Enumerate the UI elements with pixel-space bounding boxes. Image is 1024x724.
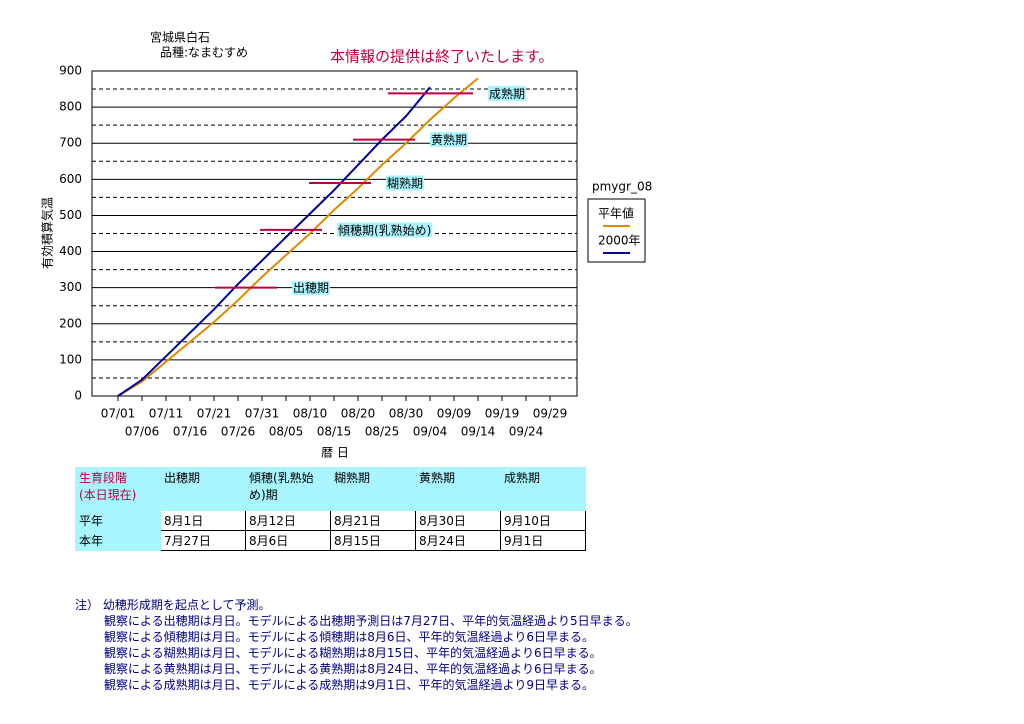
note-line: 観察による出穂期は月日。モデルによる出穂期予測日は7月27日、平年的気温経過より… bbox=[104, 614, 638, 628]
cell-text: 8月30日 bbox=[419, 514, 466, 528]
table-cell: 8月21日 bbox=[330, 510, 416, 531]
x-tick-label: 07/06 bbox=[125, 425, 160, 439]
cell-text: 出穂期 bbox=[164, 471, 201, 485]
y-tick-label: 100 bbox=[59, 352, 82, 366]
y-tick-label: 600 bbox=[59, 172, 82, 186]
series-line bbox=[117, 86, 431, 397]
stage-label-bg bbox=[488, 85, 527, 101]
chart-subtitle: 品種:なまむすめ bbox=[160, 46, 248, 60]
x-axis-label: 暦 日 bbox=[321, 446, 349, 460]
header-text: 生育段階 bbox=[79, 471, 128, 485]
stage-label-bg bbox=[386, 175, 425, 191]
y-axis-label: 有効積算気温 bbox=[40, 197, 55, 269]
cell-text: 8月24日 bbox=[419, 534, 466, 548]
stage-label-bg bbox=[430, 132, 469, 148]
y-tick-label: 400 bbox=[59, 244, 82, 258]
y-tick-label: 700 bbox=[59, 136, 82, 150]
table-cell: 8月15日 bbox=[330, 530, 416, 551]
stage-label: 成熟期 bbox=[489, 86, 525, 101]
x-tick-label: 07/31 bbox=[245, 407, 280, 421]
stage-label-bg bbox=[337, 222, 433, 238]
header-text: (本日現在) bbox=[79, 488, 137, 502]
cell-text: 成熟期 bbox=[504, 471, 541, 485]
notes: 注） 幼穂形成期を起点として予測。観察による出穂期は月日。モデルによる出穂期予測… bbox=[75, 597, 638, 693]
x-tick-label: 09/19 bbox=[485, 407, 520, 421]
stage-label: 糊熟期 bbox=[387, 175, 423, 190]
table-cell: 糊熟期 bbox=[330, 467, 416, 511]
cell-text: 8月1日 bbox=[164, 514, 204, 528]
stage-label: 出穂期 bbox=[293, 281, 329, 295]
x-tick-label: 07/11 bbox=[149, 407, 184, 421]
x-tick-label: 08/25 bbox=[365, 425, 400, 439]
x-tick-label: 07/16 bbox=[173, 425, 208, 439]
table-cell: 成熟期 bbox=[500, 467, 586, 511]
x-tick-label: 08/10 bbox=[293, 407, 328, 421]
x-tick-label: 08/15 bbox=[317, 425, 352, 439]
y-tick-label: 800 bbox=[59, 100, 82, 114]
series-line bbox=[117, 77, 479, 397]
notice: 本情報の提供は終了いたします。 bbox=[330, 48, 554, 66]
table-cell: 8月12日 bbox=[245, 510, 331, 531]
legend-label: 2000年 bbox=[598, 234, 641, 248]
y-tick-label: 0 bbox=[74, 389, 82, 403]
note-line: 観察による糊熟期は月日、モデルによる糊熟期は8月15日、平年的気温経過より6日早… bbox=[104, 646, 602, 660]
x-tick-label: 09/24 bbox=[509, 425, 544, 439]
table-cell: 8月6日 bbox=[245, 530, 331, 551]
cell-text: 本年 bbox=[79, 534, 104, 548]
cell-text: 8月21日 bbox=[334, 514, 381, 528]
table-cell: 9月10日 bbox=[500, 510, 586, 531]
stage-label: 傾穂期(乳熟始め) bbox=[338, 222, 431, 237]
y-tick-label: 500 bbox=[59, 208, 82, 222]
x-tick-label: 09/04 bbox=[413, 425, 448, 439]
note-line: 観察による黄熟期は月日、モデルによる黄熟期は8月24日、平年的気温経過より6日早… bbox=[104, 662, 602, 676]
legend-label: 平年値 bbox=[598, 206, 634, 221]
cell-text: 平年 bbox=[79, 514, 104, 528]
cell-text: 9月10日 bbox=[504, 514, 551, 528]
stage-label: 黄熟期 bbox=[431, 132, 467, 147]
x-tick-label: 08/20 bbox=[341, 407, 376, 421]
table-cell: 本年 bbox=[75, 530, 161, 551]
table-cell: 8月30日 bbox=[415, 510, 501, 531]
x-tick-label: 07/21 bbox=[197, 407, 232, 421]
table-cell: 平年 bbox=[75, 510, 161, 531]
x-tick-label: 09/29 bbox=[533, 407, 568, 421]
table-cell: 黄熟期 bbox=[415, 467, 501, 511]
y-tick-label: 300 bbox=[59, 280, 82, 294]
y-tick-label: 900 bbox=[59, 64, 82, 78]
table-cell: 生育段階 (本日現在) bbox=[75, 467, 161, 511]
x-tick-label: 09/14 bbox=[461, 425, 496, 439]
table-cell: 7月27日 bbox=[160, 530, 246, 551]
x-tick-label: 08/05 bbox=[269, 425, 304, 439]
cell-text: 8月15日 bbox=[334, 534, 381, 548]
table-cell: 8月1日 bbox=[160, 510, 246, 531]
cell-text: 8月6日 bbox=[249, 534, 289, 548]
cell-text: 9月1日 bbox=[504, 534, 544, 548]
x-tick-label: 07/26 bbox=[221, 425, 256, 439]
chart-id: pmygr_08 bbox=[592, 180, 652, 194]
y-tick-label: 200 bbox=[59, 316, 82, 330]
table-cell: 9月1日 bbox=[500, 530, 586, 551]
table-cell: 出穂期 bbox=[160, 467, 246, 511]
x-tick-label: 08/30 bbox=[389, 407, 424, 421]
stage-label-bg bbox=[292, 281, 331, 296]
cell-text: 7月27日 bbox=[164, 534, 211, 548]
note-line: 注） 幼穂形成期を起点として予測。 bbox=[75, 598, 271, 612]
cell-text: 黄熟期 bbox=[419, 471, 456, 485]
table-cell: 8月24日 bbox=[415, 530, 501, 551]
note-line: 観察による成熟期は月日、モデルによる成熟期は9月1日、平年的気温経過より9日早ま… bbox=[104, 678, 594, 692]
cell-text: 8月12日 bbox=[249, 514, 296, 528]
chart-title: 宮城県白石 bbox=[150, 30, 210, 45]
stage-table: 生育段階 (本日現在) 出穂期 傾穂(乳熟始め)期 糊熟期 黄熟期 成熟期平年 8月1日 8月1… bbox=[75, 467, 586, 551]
x-tick-label: 07/01 bbox=[101, 407, 136, 421]
cell-text: 糊熟期 bbox=[334, 471, 371, 485]
legend-box bbox=[587, 198, 646, 263]
cell-text: 傾穂(乳熟始め)期 bbox=[249, 471, 314, 502]
x-tick-label: 09/09 bbox=[437, 407, 472, 421]
note-line: 観察による傾穂期は月日。モデルによる傾穂期は8月6日、平年的気温経過より6日早ま… bbox=[104, 630, 594, 644]
table-cell: 傾穂(乳熟始め)期 bbox=[245, 467, 331, 511]
